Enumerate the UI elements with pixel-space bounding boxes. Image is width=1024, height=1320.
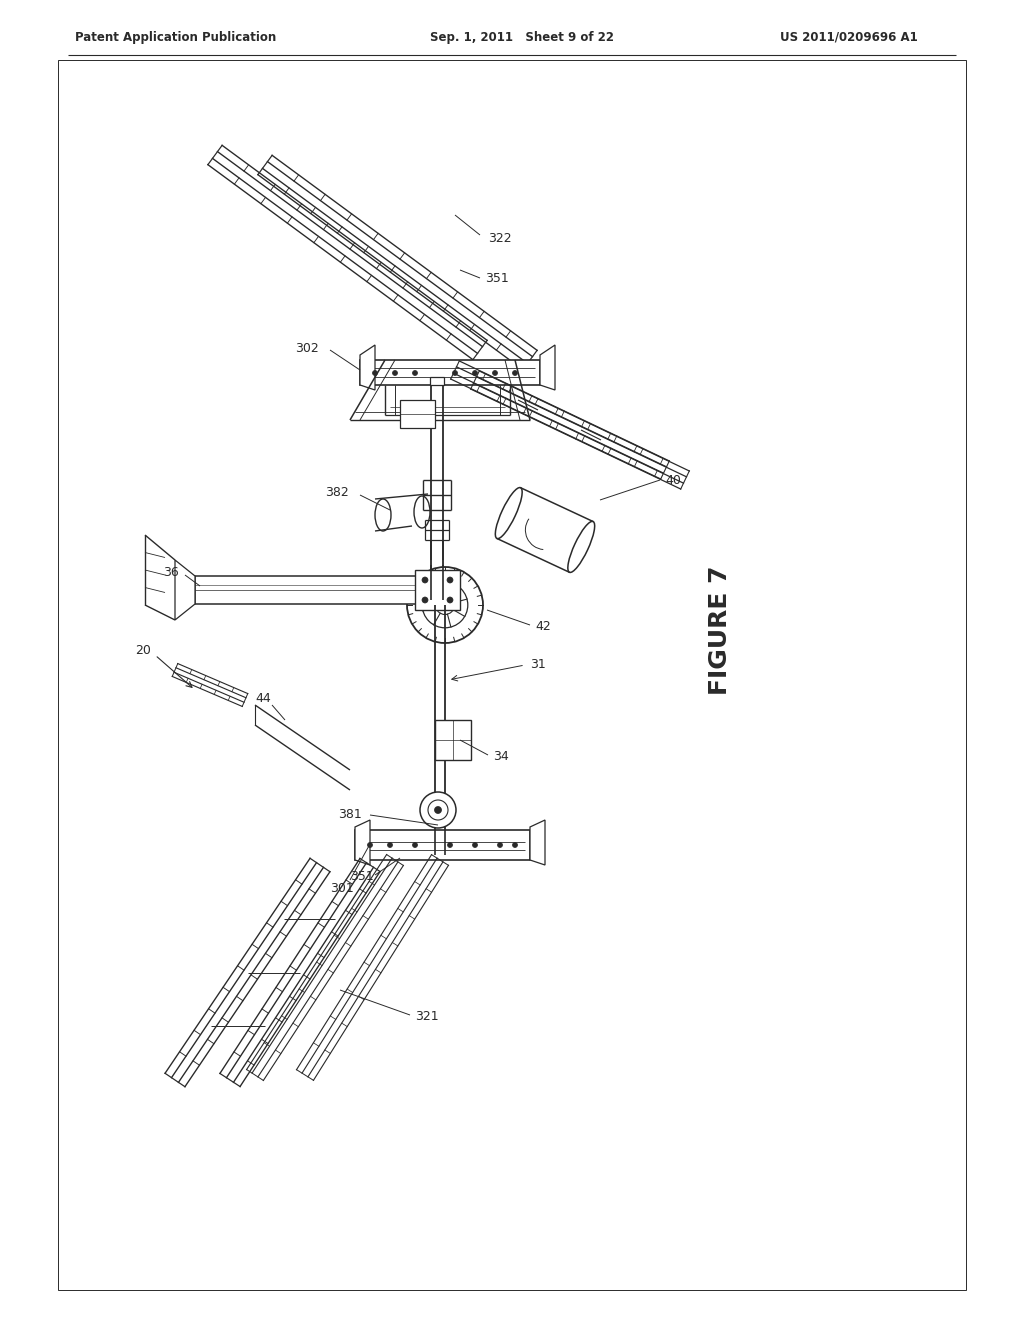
Circle shape [434,807,441,813]
Circle shape [493,371,498,375]
Polygon shape [360,345,375,389]
Bar [58,59,966,1290]
Circle shape [413,842,418,847]
Polygon shape [530,820,545,865]
Text: 42: 42 [535,620,551,634]
Circle shape [512,842,517,847]
Text: 301: 301 [330,882,353,895]
Bar [400,400,435,428]
Text: Sep. 1, 2011   Sheet 9 of 22: Sep. 1, 2011 Sheet 9 of 22 [430,30,614,44]
Circle shape [428,800,449,820]
Text: 351: 351 [350,870,374,883]
Text: 20: 20 [135,644,151,656]
Ellipse shape [568,521,595,573]
Circle shape [368,842,373,847]
Polygon shape [355,820,370,865]
Circle shape [447,577,453,583]
Text: 36: 36 [163,565,179,578]
Polygon shape [355,830,530,861]
Circle shape [407,568,483,643]
Bar [430,378,444,385]
Ellipse shape [375,499,391,531]
Text: FIGURE 7: FIGURE 7 [708,565,732,694]
Text: 31: 31 [530,659,546,672]
Circle shape [435,595,455,615]
Text: 44: 44 [255,692,270,705]
Text: 382: 382 [325,487,349,499]
Circle shape [453,371,458,375]
Text: Patent Application Publication: Patent Application Publication [75,30,276,44]
Circle shape [413,371,418,375]
Circle shape [447,597,453,603]
Circle shape [422,597,428,603]
Ellipse shape [414,496,430,528]
Circle shape [387,842,392,847]
Ellipse shape [496,487,522,539]
Circle shape [422,577,428,583]
Text: 351: 351 [485,272,509,285]
Polygon shape [175,560,195,620]
Circle shape [420,792,456,828]
Circle shape [472,842,477,847]
Polygon shape [415,570,460,610]
Circle shape [373,371,378,375]
Polygon shape [360,360,540,385]
Text: 302: 302 [295,342,318,355]
Text: 381: 381 [338,808,361,821]
Circle shape [512,371,517,375]
Circle shape [472,371,477,375]
Polygon shape [540,345,555,389]
Text: 34: 34 [493,751,509,763]
Circle shape [498,842,503,847]
Polygon shape [195,576,430,605]
Circle shape [422,582,468,628]
Circle shape [392,371,397,375]
Text: 321: 321 [415,1011,438,1023]
Text: 40: 40 [665,474,681,487]
Text: 322: 322 [488,231,512,244]
Text: US 2011/0209696 A1: US 2011/0209696 A1 [780,30,918,44]
Bar [435,719,471,760]
Circle shape [447,842,453,847]
